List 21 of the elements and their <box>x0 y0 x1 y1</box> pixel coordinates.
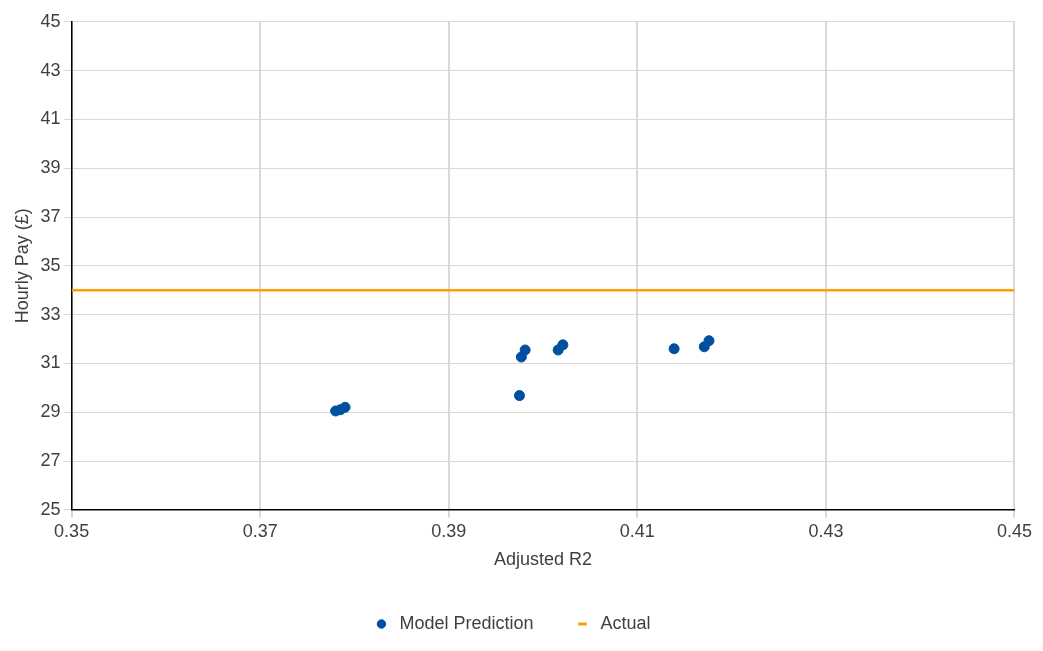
legend-label: Actual <box>600 612 651 633</box>
y-tick-label: 33 <box>40 303 61 324</box>
x-tick-label: 0.39 <box>431 520 467 541</box>
y-tick-label: 45 <box>40 10 61 31</box>
y-tick-label: 39 <box>40 157 61 178</box>
y-tick-label: 25 <box>40 498 61 519</box>
y-tick-label: 43 <box>40 59 61 80</box>
y-axis-title: Hourly Pay (£) <box>11 208 32 324</box>
legend-label: Model Prediction <box>399 612 534 633</box>
y-tick-label: 37 <box>40 205 61 226</box>
x-tick-label: 0.35 <box>54 520 90 541</box>
x-axis-title: Adjusted R2 <box>494 549 593 570</box>
y-tick-label: 41 <box>40 108 61 129</box>
x-tick-label: 0.45 <box>996 520 1033 541</box>
y-tick-label: 27 <box>40 449 61 470</box>
x-tick-label: 0.41 <box>619 520 655 541</box>
y-tick-label: 31 <box>40 352 61 373</box>
y-tick-label: 35 <box>40 254 61 275</box>
y-tick-label: 29 <box>40 401 61 422</box>
x-tick-label: 0.37 <box>242 520 278 541</box>
x-tick-label: 0.43 <box>808 520 844 541</box>
